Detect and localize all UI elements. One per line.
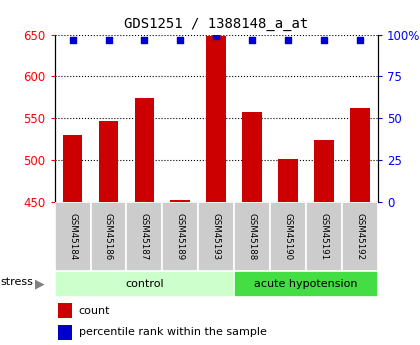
Text: stress: stress [0,277,33,287]
Bar [278,159,298,202]
Bar [198,202,234,271]
Text: GSM45190: GSM45190 [284,213,293,260]
Bar [58,303,72,318]
Text: GSM45191: GSM45191 [320,213,328,260]
Text: count: count [79,306,110,316]
Bar [58,325,72,340]
Text: acute hypotension: acute hypotension [255,279,358,289]
Text: percentile rank within the sample: percentile rank within the sample [79,327,267,337]
Text: GSM45193: GSM45193 [212,213,221,260]
Bar [126,202,163,271]
Point [213,33,220,39]
Bar [134,98,154,202]
Point [69,37,76,42]
Text: GSM45187: GSM45187 [140,213,149,260]
Bar [171,200,190,202]
Bar [91,202,126,271]
Bar [342,202,378,271]
Bar [99,121,118,202]
Text: GSM45188: GSM45188 [248,213,257,260]
Point [321,37,328,42]
Point [285,37,291,42]
Title: GDS1251 / 1388148_a_at: GDS1251 / 1388148_a_at [124,17,308,31]
Text: ▶: ▶ [35,277,45,290]
Text: GSM45189: GSM45189 [176,213,185,260]
Bar [55,271,234,297]
Text: GSM45192: GSM45192 [356,213,365,260]
Bar [63,135,82,202]
Point [249,37,256,42]
Point [105,37,112,42]
Text: control: control [125,279,164,289]
Bar [206,36,226,202]
Bar [163,202,198,271]
Bar [234,202,270,271]
Point [357,37,363,42]
Bar [306,202,342,271]
Bar [350,108,370,202]
Text: GSM45184: GSM45184 [68,213,77,260]
Point [141,37,148,42]
Bar [270,202,306,271]
Bar [242,112,262,202]
Point [177,37,184,42]
Bar [55,202,91,271]
Bar [234,271,378,297]
Bar [314,140,334,202]
Text: GSM45186: GSM45186 [104,213,113,260]
